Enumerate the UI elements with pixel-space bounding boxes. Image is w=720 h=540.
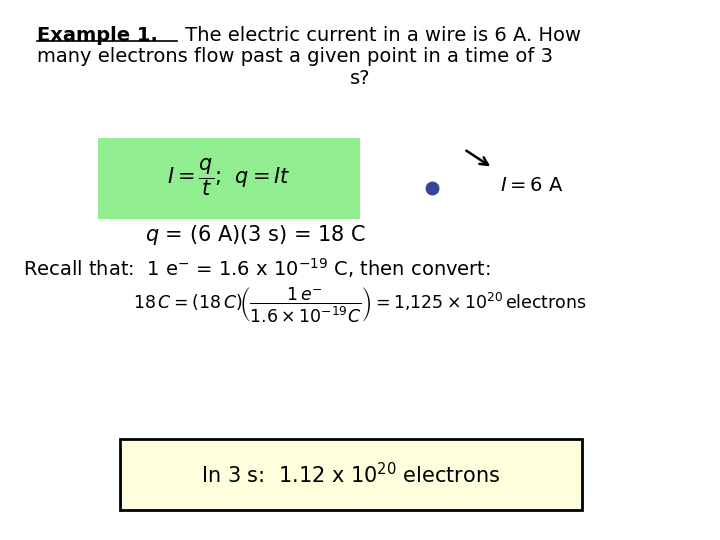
Text: The electric current in a wire is 6 A. How: The electric current in a wire is 6 A. H… — [179, 25, 580, 45]
Text: $q$ = (6 A)(3 s) = 18 C: $q$ = (6 A)(3 s) = 18 C — [145, 223, 366, 247]
Text: $18\,C = (18\,C)\!\left(\dfrac{1\,e^{-}}{1.6 \times 10^{-19}C}\right) = 1{,}125 : $18\,C = (18\,C)\!\left(\dfrac{1\,e^{-}}… — [133, 286, 587, 325]
Text: s?: s? — [350, 69, 370, 87]
Text: In 3 s:  1.12 x 10$^{20}$ electrons: In 3 s: 1.12 x 10$^{20}$ electrons — [201, 462, 500, 487]
FancyBboxPatch shape — [98, 138, 360, 219]
Text: Recall that:  1 e$^{-}$ = 1.6 x 10$^{-19}$ C, then convert:: Recall that: 1 e$^{-}$ = 1.6 x 10$^{-19}… — [23, 256, 491, 280]
Text: many electrons flow past a given point in a time of 3: many electrons flow past a given point i… — [37, 47, 553, 66]
Text: Example 1.: Example 1. — [37, 25, 158, 45]
Text: $I = 6$ A: $I = 6$ A — [500, 176, 563, 194]
Text: $I = \dfrac{q}{t}$;  $q = It$: $I = \dfrac{q}{t}$; $q = It$ — [167, 157, 291, 198]
FancyBboxPatch shape — [120, 439, 582, 510]
